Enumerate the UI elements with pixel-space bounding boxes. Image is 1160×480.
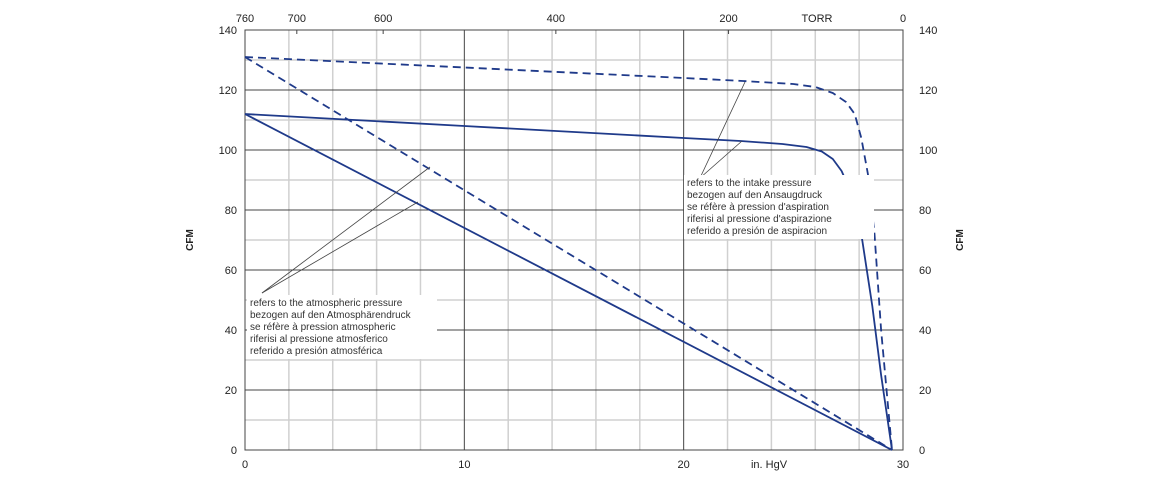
x-tick-label: 10 — [458, 459, 470, 471]
series-line — [244, 56, 893, 451]
annotation-leader-line — [699, 140, 743, 179]
atmospheric-annotation-bg — [247, 295, 437, 359]
y-tick-label-right: 60 — [919, 265, 931, 277]
y-tick-label-left: 140 — [219, 25, 237, 37]
y-tick-label-left: 60 — [225, 265, 237, 277]
y-tick-label-right: 40 — [919, 325, 931, 337]
top-tick-label: 760 — [236, 13, 254, 25]
series-lines — [244, 56, 893, 451]
y-axis-label-left: CFM — [185, 229, 196, 251]
atmospheric-annotation-line: referido a presión atmosférica — [250, 346, 383, 357]
x-tick-label: 30 — [897, 459, 909, 471]
top-tick-label: 0 — [900, 13, 906, 25]
top-tick-label: 700 — [288, 13, 306, 25]
y-tick-label-left: 0 — [231, 445, 237, 457]
intake-annotation-line: riferisi al pressione d'aspirazione — [687, 214, 832, 225]
y-tick-label-right: 20 — [919, 385, 931, 397]
y-tick-label-right: 100 — [919, 145, 937, 157]
series-line — [244, 113, 893, 451]
y-tick-label-right: 140 — [919, 25, 937, 37]
intake-annotation-line: bezogen auf den Ansaugdruck — [687, 190, 823, 201]
x-axis-label: in. HgV — [751, 459, 788, 471]
top-tick-label: 600 — [374, 13, 392, 25]
intake-annotation-line: referido a presión de aspiracion — [687, 226, 827, 237]
atmospheric-annotation-line: se réfère à pression atmospheric — [250, 322, 396, 333]
y-tick-label-left: 20 — [225, 385, 237, 397]
x-tick-label: 20 — [678, 459, 690, 471]
x-tick-label: 0 — [242, 459, 248, 471]
intake-annotation-bg — [684, 175, 874, 239]
atmospheric-annotation-line: riferisi al pressione atmosferico — [250, 334, 388, 345]
y-tick-label-right: 120 — [919, 85, 937, 97]
series-line — [244, 113, 893, 451]
annotation-leader-line — [699, 81, 746, 179]
top-tick-label: 400 — [547, 13, 565, 25]
annotation-leader-line — [261, 201, 419, 294]
atmospheric-annotation-line: bezogen auf den Atmosphärendruck — [250, 310, 412, 321]
intake-annotation-line: refers to the intake pressure — [687, 178, 812, 189]
grid — [245, 29, 903, 450]
intake-annotation-line: se réfère à pression d'aspiration — [687, 202, 829, 213]
y-tick-label-left: 40 — [225, 325, 237, 337]
plot-frame — [244, 29, 904, 451]
y-tick-label-left: 80 — [225, 205, 237, 217]
y-tick-label-left: 120 — [219, 85, 237, 97]
top-tick-label: 200 — [719, 13, 737, 25]
y-axis-label-right: CFM — [955, 229, 966, 251]
top-axis-label: TORR — [802, 13, 833, 25]
annotation-leader-line — [261, 166, 431, 294]
y-tick-label-left: 100 — [219, 145, 237, 157]
y-tick-label-right: 80 — [919, 205, 931, 217]
y-tick-label-right: 0 — [919, 445, 925, 457]
atmospheric-annotation-line: refers to the atmospheric pressure — [250, 298, 403, 309]
